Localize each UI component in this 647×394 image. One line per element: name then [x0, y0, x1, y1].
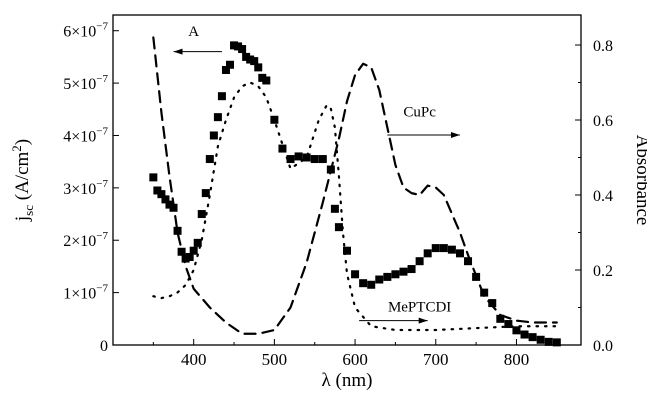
- y-right-tick-label: 0.2: [593, 263, 613, 280]
- data-point-square: [367, 280, 376, 289]
- data-point-square: [286, 155, 295, 164]
- data-point-square: [391, 270, 400, 279]
- y-right-tick-label: 0.4: [593, 188, 613, 205]
- data-point-square: [496, 314, 505, 323]
- data-point-square: [181, 254, 190, 263]
- data-point-square: [234, 42, 243, 51]
- data-point-square: [544, 337, 553, 346]
- data-point-square: [213, 113, 222, 122]
- data-point-square: [399, 267, 408, 276]
- data-point-square: [217, 92, 226, 101]
- data-point-square: [423, 249, 432, 258]
- data-point-square: [455, 249, 464, 258]
- data-point-square: [193, 238, 202, 247]
- data-point-square: [447, 245, 456, 254]
- y-left-tick-label: 6×10−7: [63, 21, 108, 41]
- x-tick-label: 800: [504, 350, 530, 369]
- annotations-layer: A CuPc MePTCDI: [173, 24, 460, 324]
- x-axis-title: λ (nm): [322, 370, 373, 391]
- y-left-tick-label: 1×10−7: [63, 283, 108, 303]
- data-point-square: [230, 41, 239, 50]
- y-right-tick-label: 0.8: [593, 38, 613, 55]
- data-point-square: [464, 257, 473, 266]
- data-point-square: [161, 195, 170, 204]
- y-left-tick-label: 3×10−7: [63, 178, 108, 198]
- annotation-arrow-head: [173, 48, 183, 55]
- data-point-square: [512, 326, 521, 335]
- data-point-square: [359, 279, 368, 288]
- data-point-square: [149, 173, 158, 182]
- data-point-square: [221, 66, 230, 74]
- data-point-square: [185, 253, 194, 261]
- data-point-square: [334, 223, 343, 232]
- data-point-square: [270, 115, 279, 124]
- data-point-square: [226, 60, 234, 69]
- labels-layer: 400 500 600 700 800 0 1×10−7 2×10−7 3×10−7 4×10−7…: [9, 21, 647, 391]
- data-point-square: [242, 52, 251, 61]
- data-point-square: [504, 320, 513, 329]
- data-point-square: [153, 186, 162, 195]
- data-point-square: [520, 330, 529, 339]
- y-right-tick-label: 0.0: [593, 338, 613, 355]
- data-point-square: [343, 246, 351, 255]
- annotation-arrow-head: [418, 317, 428, 324]
- data-point-square: [165, 200, 174, 209]
- data-point-square: [201, 189, 210, 198]
- data-point-square: [310, 155, 319, 164]
- y-left-tick-label: 5×10−7: [63, 73, 108, 93]
- data-point-square: [351, 270, 360, 279]
- data-point-square: [439, 244, 448, 253]
- data-point-square: [407, 265, 416, 274]
- data-point-square: [302, 153, 311, 162]
- y-left-tick-label: 4×10−7: [63, 125, 108, 145]
- data-point-square: [415, 257, 424, 266]
- y-left-tick-label: 0: [100, 338, 108, 355]
- x-tick-label: 400: [181, 350, 207, 369]
- y-left-tick-label: 2×10−7: [63, 230, 108, 250]
- annotation-label: A: [188, 24, 199, 40]
- data-point-square: [488, 299, 497, 308]
- series-layer: [149, 36, 561, 347]
- data-point-square: [238, 45, 247, 54]
- data-point-square: [383, 272, 392, 281]
- series-line-dashed: [152, 36, 558, 335]
- data-point-square: [205, 155, 214, 164]
- data-point-square: [294, 152, 303, 161]
- y-right-tick-label: 0.6: [593, 113, 613, 130]
- annotation-arrow-head: [450, 132, 460, 138]
- data-point-square: [209, 131, 218, 140]
- data-point-square: [536, 335, 545, 344]
- data-point-square: [246, 55, 255, 64]
- data-point-square: [254, 63, 263, 72]
- plot-frame: [112, 14, 582, 346]
- ticks-layer: [113, 30, 581, 346]
- data-point-square: [157, 190, 166, 199]
- y-right-axis-title: Absorbance: [632, 135, 647, 226]
- data-point-square: [480, 288, 489, 297]
- data-point-square: [258, 73, 267, 82]
- data-point-square: [189, 246, 198, 255]
- x-tick-label: 500: [262, 350, 288, 369]
- data-point-square: [330, 204, 339, 213]
- data-point-square: [528, 333, 537, 342]
- data-point-square: [262, 76, 271, 85]
- annotation-label: MePTCDI: [388, 299, 451, 315]
- y-left-axis-title: jsc (A/cm2): [9, 139, 36, 222]
- series-line-dotted: [152, 81, 558, 332]
- data-point-square: [318, 155, 327, 164]
- data-point-square: [278, 144, 287, 153]
- data-point-square: [375, 275, 384, 284]
- data-point-square: [431, 244, 440, 253]
- data-point-square: [197, 210, 206, 219]
- data-point-square: [173, 226, 182, 235]
- x-tick-label: 700: [423, 350, 449, 369]
- data-point-square: [250, 57, 259, 66]
- x-tick-label: 600: [342, 350, 368, 369]
- annotation-label: CuPc: [403, 104, 436, 120]
